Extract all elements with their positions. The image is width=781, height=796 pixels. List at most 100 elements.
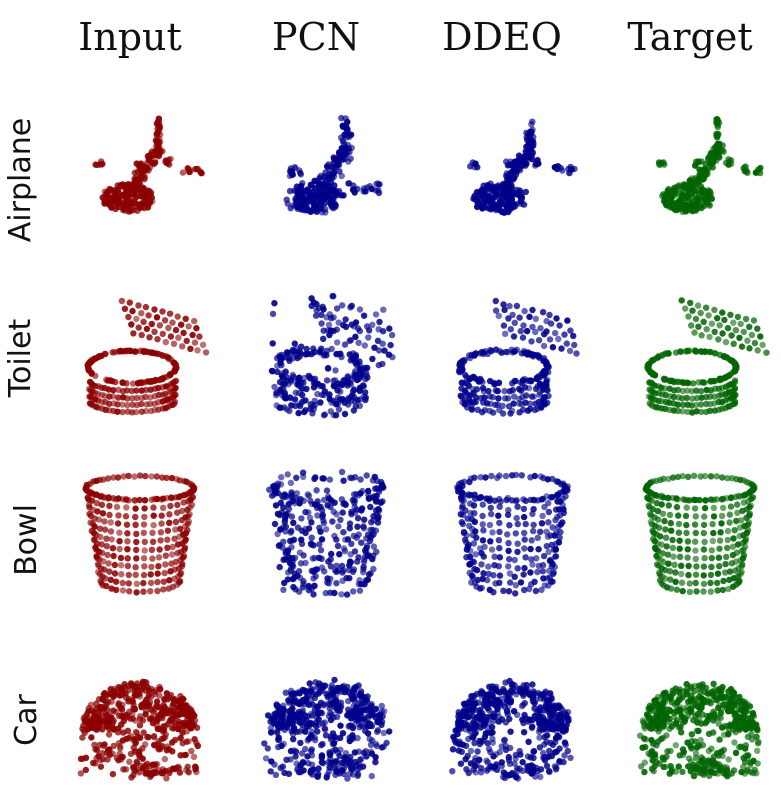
cloud-point [358, 707, 365, 714]
cloud-point [538, 496, 546, 503]
cloud-point [157, 537, 164, 544]
cloud-point [191, 736, 198, 743]
cloud-point [106, 511, 113, 519]
cloud-point [744, 169, 751, 176]
cloud-point [344, 118, 351, 126]
cloud-point [165, 324, 172, 332]
cloud-point [520, 571, 527, 578]
cloud-point [376, 318, 383, 326]
cloud-point [368, 702, 375, 710]
cloud-point [529, 306, 536, 314]
cloud-point [277, 526, 284, 533]
cloud-point [194, 742, 201, 750]
cloud-point [549, 578, 556, 585]
cloud-point [479, 537, 487, 544]
cloud-point [471, 474, 478, 481]
cloud-point [501, 387, 508, 395]
cloud-point [708, 320, 716, 327]
cloud-point [490, 572, 497, 579]
cloud-point [310, 591, 317, 598]
cloud-point [504, 494, 512, 502]
point-cloud-airplane-ddeq [467, 118, 578, 216]
cloud-point [143, 401, 150, 408]
cloud-point [325, 321, 333, 328]
cloud-point [486, 495, 493, 502]
cloud-point [313, 504, 321, 512]
cloud-point [119, 394, 127, 401]
cloud-point [502, 472, 510, 480]
cloud-point [347, 379, 354, 386]
cloud-point [147, 407, 155, 415]
cloud-point [159, 711, 167, 718]
cloud-point [694, 302, 702, 309]
cloud-point [288, 544, 295, 551]
cloud-point [147, 588, 154, 595]
cloud-point [102, 350, 109, 358]
cloud-point [120, 766, 127, 773]
cloud-point [333, 580, 340, 587]
cloud-point [369, 355, 376, 363]
cloud-point [158, 735, 165, 743]
cloud-point [282, 511, 290, 518]
cloud-point [190, 753, 198, 760]
cloud-point [149, 529, 156, 536]
cloud-point [125, 313, 132, 321]
cloud-point [710, 496, 717, 503]
cloud-point [482, 474, 489, 481]
cloud-point [133, 546, 140, 554]
cloud-point [683, 529, 690, 537]
cloud-point [488, 203, 496, 210]
cloud-point [159, 504, 167, 511]
cloud-point [529, 681, 536, 688]
cloud-point [355, 761, 362, 768]
cloud-point [325, 161, 332, 168]
cloud-point [301, 203, 308, 210]
cloud-point [707, 579, 714, 587]
cloud-point [496, 554, 504, 561]
cloud-point [166, 371, 173, 379]
cloud-point [549, 741, 557, 749]
cloud-point [366, 537, 374, 545]
cloud-point [345, 401, 352, 408]
cloud-point [480, 527, 487, 534]
cloud-point [351, 398, 359, 405]
cloud-point [125, 472, 132, 480]
cloud-point [696, 166, 704, 174]
cloud-point [183, 738, 190, 745]
cloud-point [132, 348, 139, 355]
cloud-point [530, 496, 537, 503]
cloud-point [138, 331, 145, 339]
cloud-point [142, 472, 149, 480]
cloud-point [496, 472, 503, 479]
cloud-point [655, 524, 663, 531]
cloud-point [326, 331, 333, 339]
cloud-point [91, 709, 98, 717]
cloud-point [324, 575, 331, 582]
cloud-point [666, 511, 674, 519]
cloud-point [196, 333, 203, 340]
cloud-point [283, 349, 291, 356]
cloud-point [564, 317, 571, 324]
cloud-point [138, 310, 145, 317]
cloud-point [330, 168, 337, 175]
cloud-point [305, 509, 312, 516]
cloud-point [705, 187, 712, 194]
cloud-point [162, 561, 169, 568]
cloud-point [676, 537, 683, 544]
cloud-point [303, 688, 311, 695]
cloud-point [338, 192, 346, 199]
cloud-point [527, 545, 534, 553]
cloud-point [287, 529, 294, 536]
cloud-point [311, 566, 319, 574]
cloud-point [328, 345, 335, 353]
cloud-point [127, 750, 135, 757]
cloud-point [551, 704, 558, 712]
cloud-point [347, 155, 354, 162]
cloud-point [498, 349, 505, 356]
cloud-point [545, 519, 552, 526]
cloud-point [296, 728, 303, 735]
cloud-point [145, 156, 153, 164]
point-cloud-airplane-pcn [283, 114, 383, 216]
cloud-point [343, 591, 351, 598]
cloud-point [449, 768, 456, 775]
